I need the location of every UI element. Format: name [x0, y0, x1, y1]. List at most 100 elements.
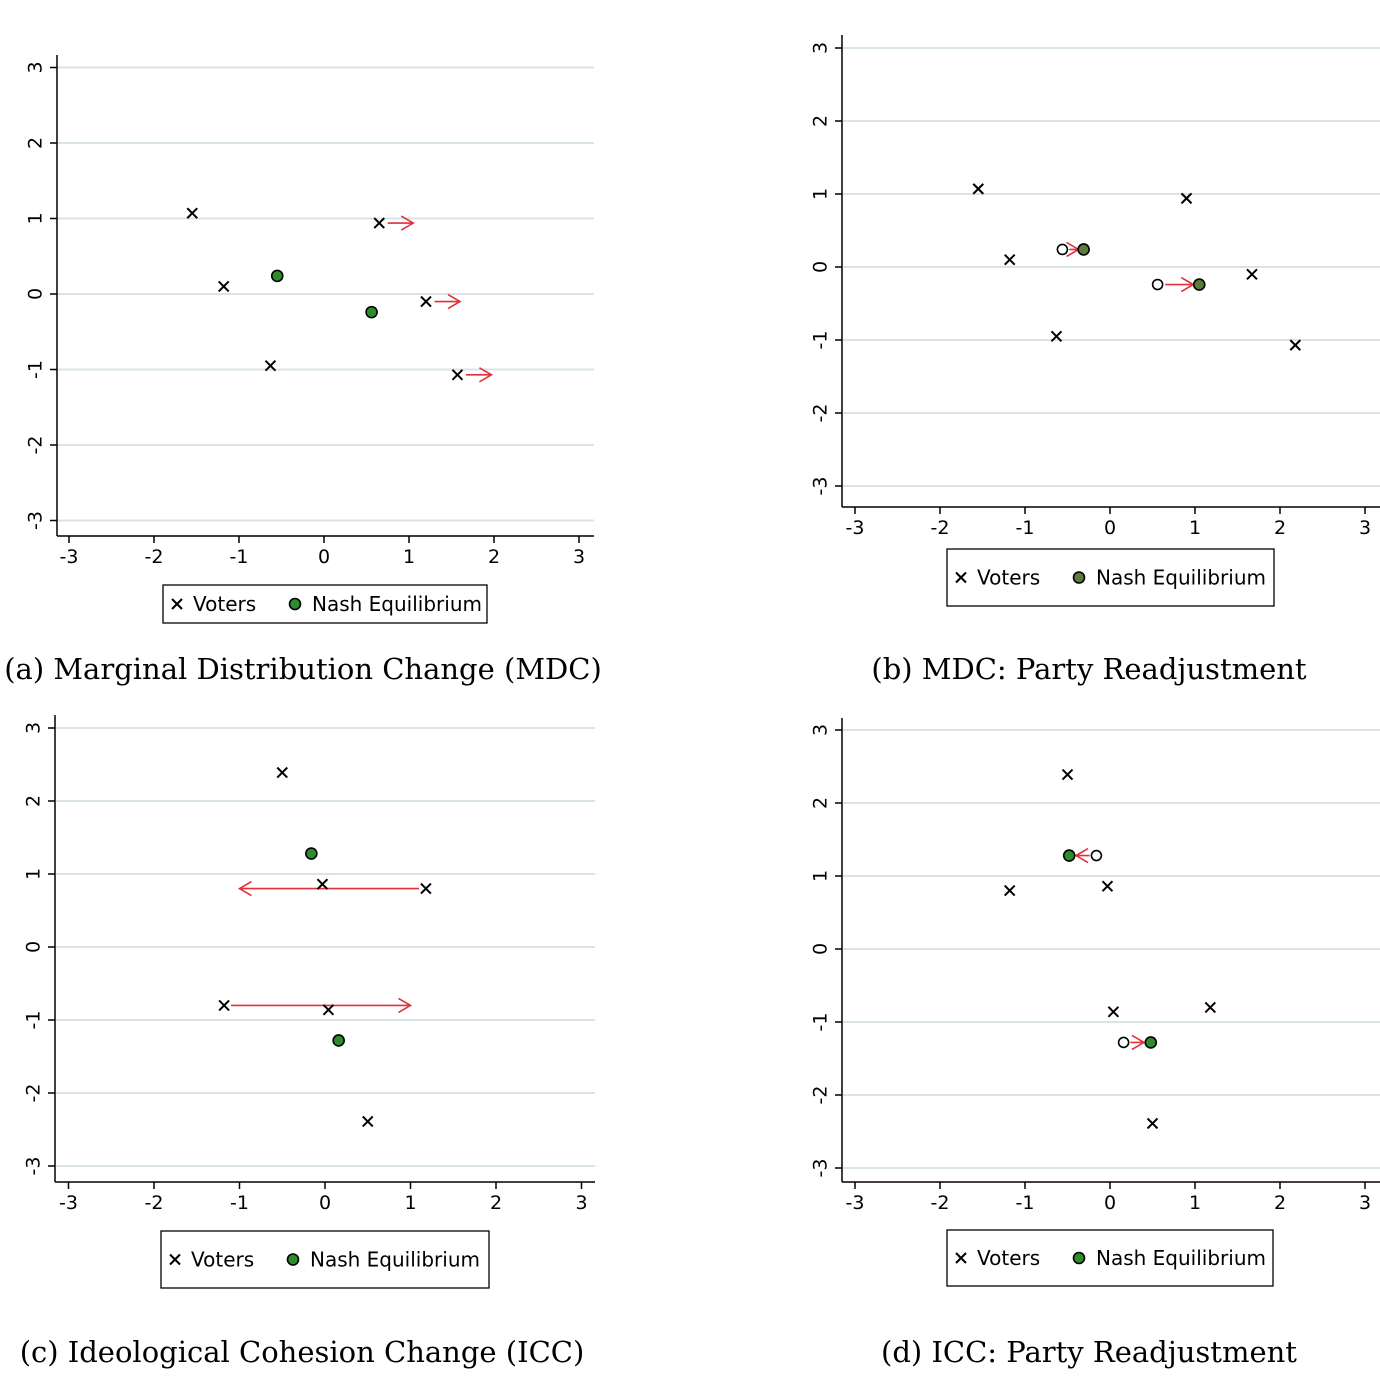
legend-voters-label-a: Voters: [193, 592, 256, 616]
y-tick-label-c-1: 1: [23, 868, 45, 880]
voter-b-0: [973, 184, 983, 194]
legend-equilibrium-marker-c: [288, 1254, 299, 1265]
y-tick-label-b--2: -2: [810, 404, 832, 423]
caption-a: (a) Marginal Distribution Change (MDC): [4, 652, 602, 686]
voter-d-2: [1005, 886, 1015, 896]
voter-c-1: [317, 879, 327, 889]
y-tick-label-d-2: 2: [810, 797, 832, 809]
x-tick-label-a-1: 1: [403, 546, 415, 568]
y-tick-label-c--3: -3: [23, 1157, 45, 1176]
voter-c-5: [363, 1116, 373, 1126]
y-tick-label-a-1: 1: [25, 212, 47, 224]
voter-c-4: [323, 1005, 333, 1015]
x-tick-label-d--1: -1: [1016, 1192, 1035, 1214]
y-tick-label-d-0: 0: [810, 943, 832, 955]
x-tick-label-c--3: -3: [59, 1192, 78, 1214]
voter-c-2: [421, 884, 431, 894]
caption-d: (d) ICC: Party Readjustment: [881, 1335, 1297, 1369]
voter-d-3: [1205, 1002, 1215, 1012]
arrow-c-1: [231, 998, 411, 1012]
old-position-d-1: [1119, 1037, 1129, 1047]
voter-d-0: [1063, 770, 1073, 780]
y-tick-label-d-3: 3: [810, 724, 832, 736]
y-tick-label-b-1: 1: [810, 188, 832, 200]
y-tick-label-c-2: 2: [23, 795, 45, 807]
x-tick-label-b-1: 1: [1189, 517, 1201, 539]
x-tick-label-a--1: -1: [230, 546, 249, 568]
x-tick-label-c-3: 3: [575, 1192, 587, 1214]
x-tick-label-c-1: 1: [404, 1192, 416, 1214]
x-tick-label-c--1: -1: [230, 1192, 249, 1214]
y-tick-label-b-2: 2: [810, 115, 832, 127]
legend-b: Voters Nash Equilibrium: [947, 549, 1274, 606]
voter-b-4: [1247, 269, 1257, 279]
equilibrium-c-0: [306, 848, 317, 859]
panel-d: -3 -2 -1 0 1 2 3 -3 -2 -1 0 1 2 3 Voters Nash Equilibri…: [810, 718, 1380, 1369]
arrow-a-1: [435, 295, 461, 309]
voter-d-5: [1148, 1118, 1158, 1128]
old-position-b-1: [1153, 280, 1163, 290]
y-tick-label-a--3: -3: [25, 511, 47, 530]
voter-c-3: [219, 1000, 229, 1010]
x-tick-label-d-3: 3: [1359, 1192, 1371, 1214]
y-tick-label-c--2: -2: [23, 1084, 45, 1103]
x-tick-label-a-2: 2: [488, 546, 500, 568]
y-tick-label-a--2: -2: [25, 436, 47, 455]
x-tick-label-c-0: 0: [319, 1192, 331, 1214]
x-tick-label-d--2: -2: [931, 1192, 950, 1214]
voter-a-3: [374, 218, 384, 228]
voter-a-1: [219, 281, 229, 291]
x-tick-label-b-0: 0: [1104, 517, 1116, 539]
equilibrium-a-0: [272, 270, 283, 281]
x-tick-label-d-1: 1: [1189, 1192, 1201, 1214]
old-position-b-0: [1057, 244, 1067, 254]
equilibrium-b-1: [1194, 279, 1205, 290]
arrow-b-1: [1165, 278, 1193, 292]
x-tick-label-d-2: 2: [1274, 1192, 1286, 1214]
x-tick-label-b--2: -2: [931, 517, 950, 539]
voter-a-5: [452, 370, 462, 380]
legend-equilibrium-marker-a: [290, 599, 301, 610]
y-tick-label-c-0: 0: [23, 941, 45, 953]
legend-voters-label-d: Voters: [977, 1246, 1040, 1270]
x-tick-label-c-2: 2: [490, 1192, 502, 1214]
equilibrium-b-0: [1078, 244, 1089, 255]
legend-equilibrium-label-d: Nash Equilibrium: [1096, 1246, 1266, 1270]
arrow-d-0: [1076, 849, 1090, 863]
y-tick-label-d--3: -3: [810, 1159, 832, 1178]
arrow-c-0: [240, 882, 420, 896]
legend-equilibrium-label-c: Nash Equilibrium: [310, 1248, 480, 1272]
caption-b: (b) MDC: Party Readjustment: [871, 652, 1307, 686]
y-tick-label-c--1: -1: [23, 1011, 45, 1030]
legend-voters-label-c: Voters: [191, 1248, 254, 1272]
legend-equilibrium-label-b: Nash Equilibrium: [1096, 566, 1266, 590]
arrow-b-0: [1067, 242, 1079, 256]
panel-b: -3 -2 -1 0 1 2 3 -3 -2 -1 0 1 2 3 Voters Nash Equilibri…: [810, 35, 1380, 686]
legend-a: Voters Nash Equilibrium: [163, 585, 487, 623]
legend-c: Voters Nash Equilibrium: [161, 1231, 489, 1288]
voter-c-0: [277, 768, 287, 778]
y-tick-label-a-3: 3: [25, 61, 47, 73]
y-tick-label-c-3: 3: [23, 722, 45, 734]
x-tick-label-a-0: 0: [318, 546, 330, 568]
panel-c: -3 -2 -1 0 1 2 3 -3 -2 -1 0 1 2 3 Voters Nash Equilibri…: [20, 715, 595, 1369]
x-tick-label-c--2: -2: [145, 1192, 164, 1214]
panel-a: -3 -2 -1 0 1 2 3 -3 -2 -1 0 1 2 3 Voters Nash Equilibri…: [4, 55, 602, 686]
caption-c: (c) Ideological Cohesion Change (ICC): [20, 1335, 585, 1369]
y-tick-label-a--1: -1: [25, 360, 47, 379]
y-tick-label-b-3: 3: [810, 42, 832, 54]
y-tick-label-b-0: 0: [810, 261, 832, 273]
x-tick-label-d-0: 0: [1104, 1192, 1116, 1214]
old-position-d-0: [1091, 851, 1101, 861]
x-tick-label-b--1: -1: [1016, 517, 1035, 539]
voter-a-0: [187, 208, 197, 218]
x-tick-label-a--3: -3: [60, 546, 79, 568]
voter-b-5: [1290, 340, 1300, 350]
y-tick-label-d--1: -1: [810, 1013, 832, 1032]
voter-d-4: [1108, 1007, 1118, 1017]
legend-d: Voters Nash Equilibrium: [947, 1230, 1273, 1286]
equilibrium-d-0: [1064, 850, 1075, 861]
arrow-d-1: [1130, 1035, 1144, 1049]
x-tick-label-d--3: -3: [846, 1192, 865, 1214]
